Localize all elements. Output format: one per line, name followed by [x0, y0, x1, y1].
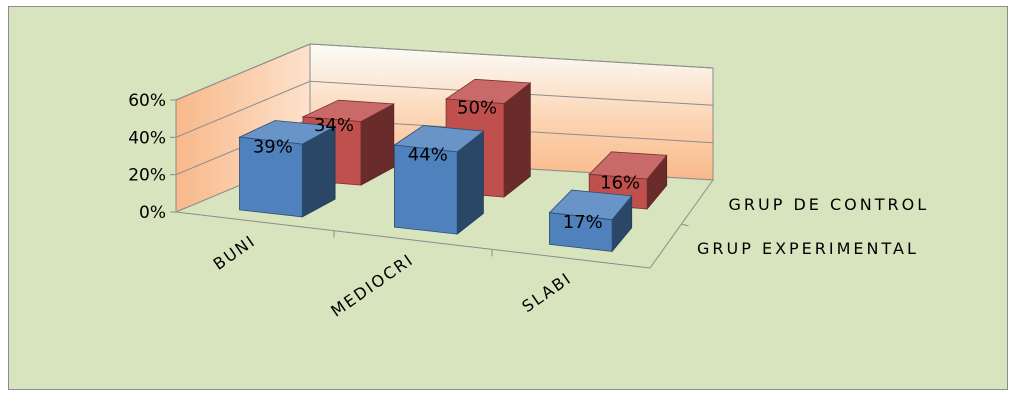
- series-tick: [681, 223, 689, 227]
- y-tick-label: 40%: [128, 128, 166, 148]
- category-label: SLABI: [518, 268, 575, 316]
- data-label: 17%: [563, 212, 603, 233]
- bar-0-2: [548, 189, 633, 253]
- data-label: 50%: [457, 97, 497, 118]
- bar-0-1: [393, 125, 485, 235]
- gridline: [175, 43, 714, 101]
- y-tick-label: 0%: [139, 203, 166, 223]
- y-tick-label: 20%: [128, 166, 166, 186]
- bar-0-0: [238, 120, 337, 218]
- data-label: 16%: [600, 173, 640, 194]
- data-label: 44%: [408, 145, 448, 166]
- category-label: BUNI: [210, 231, 260, 274]
- bar-front: [393, 144, 458, 235]
- gridline: [175, 80, 714, 138]
- data-label: 39%: [253, 137, 293, 158]
- y-tick-label: 60%: [128, 91, 166, 111]
- axes: [170, 99, 689, 257]
- series-label: GRUP EXPERIMENTAL: [697, 239, 919, 258]
- bar-front: [549, 212, 613, 252]
- data-label: 34%: [314, 115, 354, 136]
- bar-front: [239, 136, 303, 218]
- category-label: MEDIOCRI: [327, 250, 417, 321]
- series-label: GRUP DE CONTROL: [729, 195, 930, 214]
- bars: [238, 78, 668, 253]
